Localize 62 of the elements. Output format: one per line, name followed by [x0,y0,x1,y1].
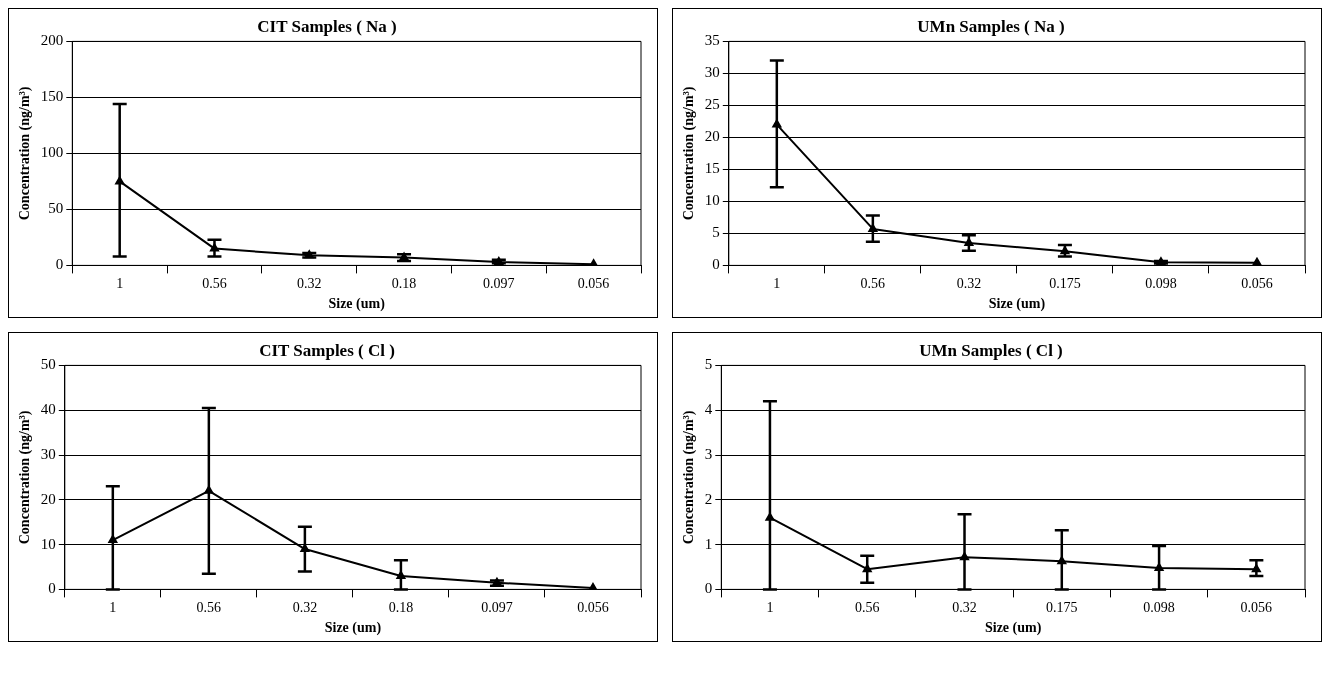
chart-title: UMn Samples ( Na ) [917,16,1065,36]
y-axis-title: Concentration (ng/m³) [17,410,34,545]
y-axis-title: Concentration (ng/m³) [681,410,698,545]
y-tick-label: 200 [40,32,64,49]
y-tick-label: 25 [704,96,720,113]
x-tick-label: 0.56 [202,276,227,292]
y-tick-label: 100 [40,144,64,161]
x-tick-label: 1 [116,276,124,292]
x-axis-title: Size (um) [328,296,386,313]
x-tick-label: 0.056 [1240,600,1273,616]
x-tick-label: 0.098 [1143,600,1175,616]
y-tick-label: 10 [40,535,56,552]
chart-title: CIT Samples ( Cl ) [259,340,395,360]
y-tick-label: 15 [704,160,720,177]
y-tick-label: 20 [704,128,720,145]
y-tick-label: 0 [704,580,713,597]
x-tick-label: 0.056 [1241,276,1273,292]
x-tick-label: 0.56 [854,600,880,616]
y-tick-label: 1 [704,535,713,552]
y-axis-title: Concentration (ng/m³) [17,86,34,221]
x-tick-label: 0.18 [391,276,417,292]
x-tick-label: 1 [109,600,117,616]
chart-title: UMn Samples ( Cl ) [919,340,1063,360]
y-tick-label: 0 [712,256,720,273]
x-tick-label: 0.175 [1049,276,1081,292]
y-tick-label: 40 [40,401,56,418]
x-axis-title: Size (um) [984,620,1042,637]
y-tick-label: 3 [704,445,713,462]
point [1252,257,1262,266]
y-axis-title: Concentration (ng/m³) [681,86,698,221]
y-tick-label: 0 [48,580,56,597]
x-tick-label: 0.056 [577,276,610,292]
x-tick-label: 0.097 [481,600,513,616]
y-tick-label: 50 [40,356,56,373]
x-tick-label: 0.56 [196,600,222,616]
x-axis-title: Size (um) [324,620,382,637]
y-tick-label: 4 [704,401,713,418]
x-tick-label: 0.18 [388,600,414,616]
y-tick-label: 50 [48,200,64,217]
y-tick-label: 30 [704,64,720,81]
x-tick-label: 0.32 [292,600,318,616]
y-tick-label: 35 [704,32,720,49]
x-tick-label: 0.098 [1145,276,1177,292]
y-tick-label: 30 [40,445,56,462]
y-tick-label: 20 [40,490,56,507]
y-tick-label: 10 [704,192,720,209]
x-tick-label: 0.32 [297,276,322,292]
x-tick-label: 0.32 [956,276,982,292]
y-tick-label: 2 [704,490,713,507]
x-tick-label: 0.32 [952,600,977,616]
y-tick-label: 5 [712,224,720,241]
x-tick-label: 0.56 [860,276,886,292]
x-tick-label: 0.175 [1046,600,1078,616]
x-tick-label: 0.097 [483,276,515,292]
x-tick-label: 1 [766,600,774,616]
y-tick-label: 150 [40,88,64,105]
y-tick-label: 5 [704,356,713,373]
x-axis-title: Size (um) [988,296,1046,313]
x-tick-label: 1 [773,276,781,292]
y-tick-label: 0 [55,256,64,273]
x-tick-label: 0.056 [577,600,609,616]
chart-title: CIT Samples ( Na ) [257,16,397,36]
